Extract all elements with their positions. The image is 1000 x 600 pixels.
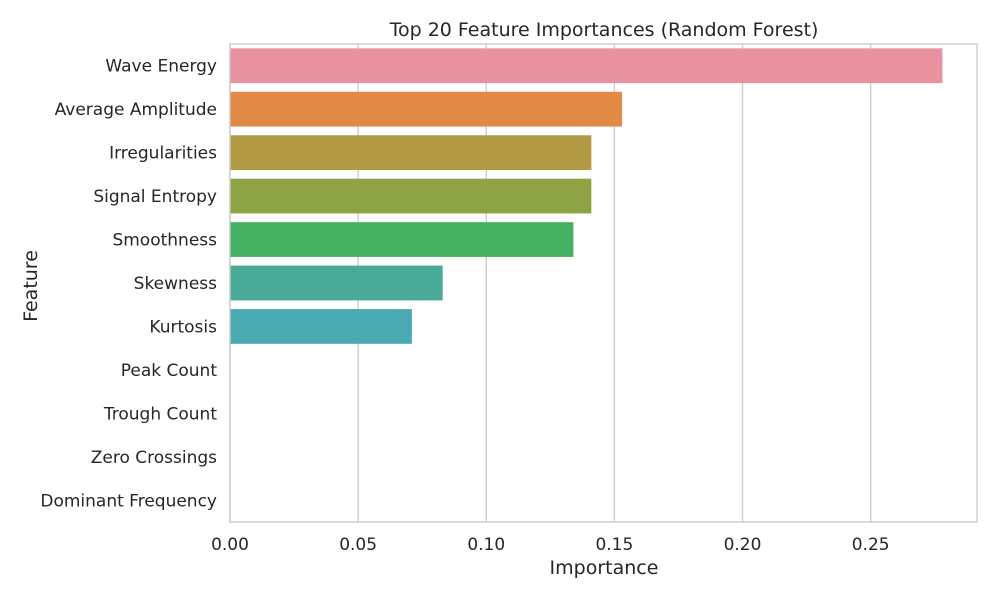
y-tick-label: Wave Energy [105,57,217,77]
y-tick-label: Dominant Frequency [40,491,217,511]
y-tick-label: Skewness [134,274,217,294]
y-axis-label: Feature [20,250,42,322]
y-tick-labels: Wave Energy Average Amplitude Irregulariti… [40,57,217,512]
x-axis-label: Importance [550,557,659,579]
chart-title: Top 20 Feature Importances (Random Fores… [389,19,819,41]
y-tick-label: Average Amplitude [55,100,217,120]
bar-irregularities [230,135,592,171]
bar-smoothness [230,222,574,257]
bar-skewness [230,265,443,301]
y-tick-label: Smoothness [112,231,217,251]
y-tick-label: Zero Crossings [91,448,217,468]
x-tick-labels: 0.00 0.05 0.10 0.15 0.20 0.25 [211,535,890,555]
bar-average-amplitude [230,91,623,127]
x-tick-label: 0.10 [467,535,505,555]
y-tick-label: Trough Count [103,404,217,424]
bar-signal-entropy [230,178,592,214]
x-tick-label: 0.00 [211,535,249,555]
y-tick-label: Irregularities [109,144,217,164]
bars [230,48,943,344]
plot-frame [229,43,978,523]
x-tick-label: 0.25 [852,535,890,555]
x-tick-label: 0.15 [595,535,633,555]
y-tick-label: Signal Entropy [93,187,217,207]
bar-wave-energy [230,48,943,84]
x-tick-label: 0.20 [724,535,762,555]
y-tick-label: Peak Count [121,361,218,381]
y-tick-label: Kurtosis [149,317,217,337]
bar-kurtosis [230,309,412,344]
x-tick-label: 0.05 [339,535,377,555]
